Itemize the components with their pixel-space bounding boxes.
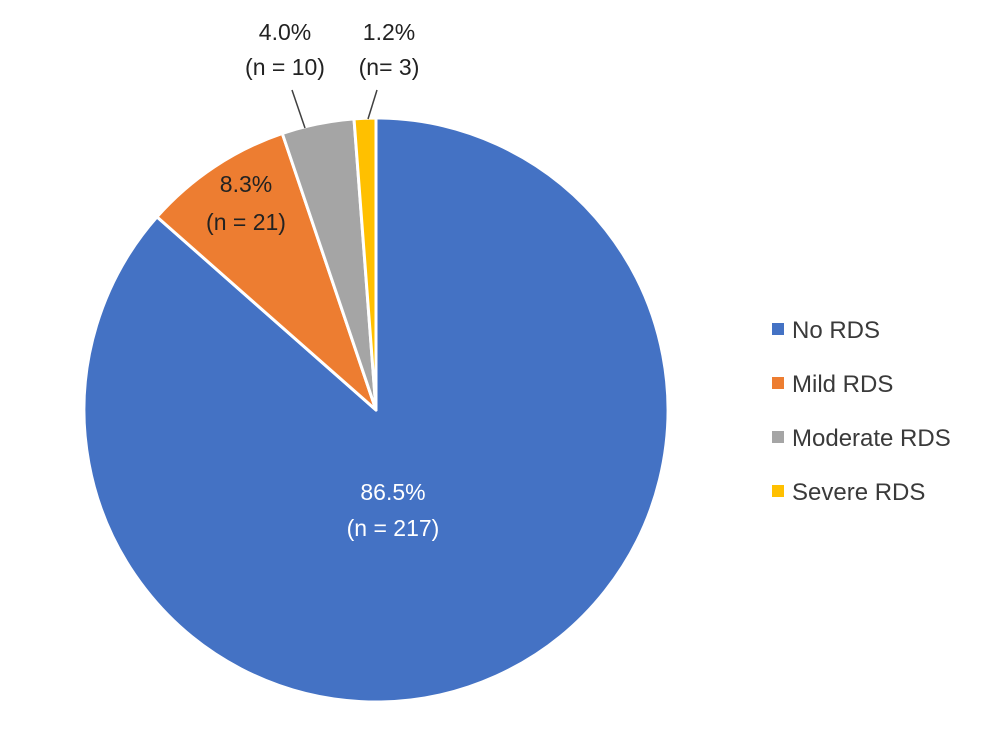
legend-label-no-rds: No RDS	[792, 317, 880, 344]
legend-swatch-no-rds	[772, 323, 784, 335]
legend-label-severe-rds: Severe RDS	[792, 479, 925, 506]
data-label-pct-severe-rds: 1.2%	[363, 19, 415, 45]
legend: No RDS Mild RDS Moderate RDS Severe RDS	[772, 317, 951, 506]
legend-label-mild-rds: Mild RDS	[792, 371, 893, 398]
legend-swatch-severe-rds	[772, 485, 784, 497]
leader-lines	[291, 89, 378, 129]
data-labels: 86.5% (n = 217) 8.3% (n = 21) 4.0% (n = 10) 1.…	[206, 19, 439, 541]
pie-slice-mild-rds	[155, 131, 378, 412]
pie-slices	[82, 116, 670, 704]
data-label-pct-mild-rds: 8.3%	[220, 171, 272, 197]
pie-slice-severe-rds	[352, 116, 378, 412]
legend-swatch-mild-rds	[772, 377, 784, 389]
data-label-pct-no-rds: 86.5%	[360, 479, 425, 505]
data-label-count-moderate-rds: (n = 10)	[245, 54, 325, 80]
legend-swatch-moderate-rds	[772, 431, 784, 443]
data-label-count-mild-rds: (n = 21)	[206, 209, 286, 235]
data-label-count-no-rds: (n = 217)	[347, 515, 440, 541]
leader-line-severe-rds	[367, 89, 378, 120]
data-label-pct-moderate-rds: 4.0%	[259, 19, 311, 45]
leader-line-moderate-rds	[291, 89, 306, 129]
data-label-count-severe-rds: (n= 3)	[359, 54, 420, 80]
legend-label-moderate-rds: Moderate RDS	[792, 425, 951, 452]
